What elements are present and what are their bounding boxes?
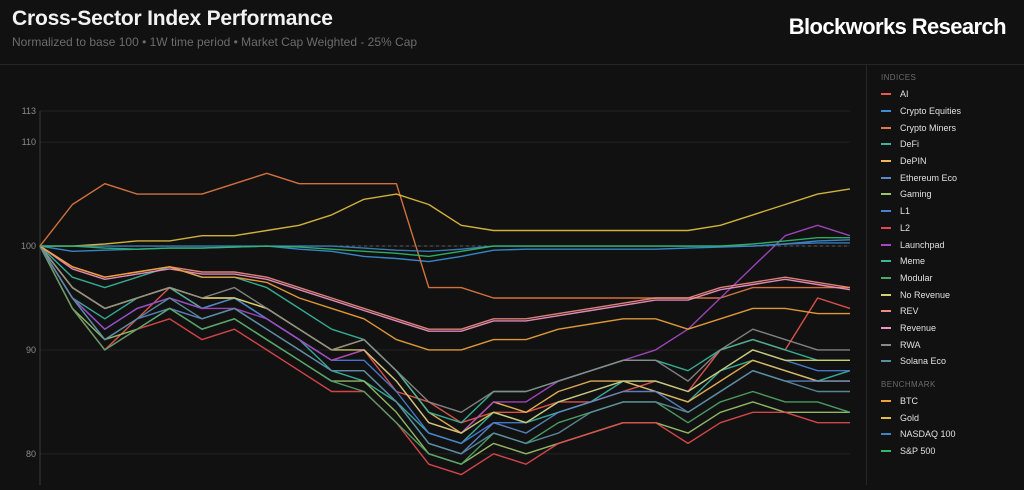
legend-label: Ethereum Eco	[900, 172, 958, 183]
legend-label: BTC	[900, 396, 918, 407]
legend-swatch	[881, 176, 891, 179]
page-subtitle: Normalized to base 100 • 1W time period …	[12, 35, 418, 49]
legend-label: Revenue	[900, 322, 937, 333]
legend-item-meme[interactable]: Meme	[881, 253, 1024, 270]
series-line-s-p-500	[40, 236, 850, 258]
legend-item-defi[interactable]: DeFi	[881, 136, 1024, 153]
legend-label: L2	[900, 222, 911, 233]
page-title: Cross-Sector Index Performance	[12, 7, 333, 30]
legend-panel: INDICES AI Crypto Equities Crypto Miners De…	[866, 65, 1024, 485]
y-tick-label-110: 110	[22, 137, 36, 147]
legend-item-l2[interactable]: L2	[881, 220, 1024, 237]
legend-label: Launchpad	[900, 239, 945, 250]
legend-label: DeFi	[900, 139, 920, 150]
legend-label: Solana Eco	[900, 356, 947, 367]
legend-label: Crypto Equities	[900, 106, 962, 117]
legend-swatch	[881, 160, 891, 163]
legend-swatch	[881, 276, 891, 279]
legend-swatch	[881, 93, 891, 96]
legend-swatch	[881, 193, 891, 196]
y-tick-label-113: 113	[22, 106, 36, 116]
legend-swatch	[881, 126, 891, 129]
legend-label: DePIN	[900, 156, 927, 167]
legend-label: NASDAQ 100	[900, 429, 956, 440]
legend-benchmark-heading: BENCHMARK	[881, 379, 936, 389]
series-line-gold	[40, 188, 851, 247]
legend-swatch	[881, 450, 891, 453]
legend-label: Modular	[900, 272, 933, 283]
legend-swatch	[881, 343, 891, 346]
legend-item-btc[interactable]: BTC	[881, 393, 1024, 410]
legend-swatch	[881, 360, 891, 363]
line-chart[interactable]: 80 90 100 110 113	[0, 65, 866, 485]
series-line-depin	[39, 245, 850, 434]
y-tick-label-80: 80	[26, 449, 36, 459]
brand-logo: Blockworks Research	[788, 14, 1007, 39]
legend-label: RWA	[900, 339, 921, 350]
series-line-modular	[39, 245, 851, 465]
series-line-no-revenue	[39, 245, 850, 434]
legend-swatch	[881, 310, 891, 313]
legend-indices-heading: INDICES	[881, 73, 917, 82]
series-line-ai	[39, 245, 851, 424]
legend-item-crypto-equities[interactable]: Crypto Equities	[881, 103, 1024, 120]
legend-swatch	[881, 293, 891, 296]
legend-item-modular[interactable]: Modular	[881, 270, 1024, 287]
series-line-btc	[39, 245, 850, 351]
legend-item-crypto-miners[interactable]: Crypto Miners	[881, 119, 1024, 136]
legend-item-gold[interactable]: Gold	[881, 409, 1024, 426]
legend-item-launchpad[interactable]: Launchpad	[881, 236, 1024, 253]
legend-label: AI	[900, 89, 909, 100]
legend-item-rev[interactable]: REV	[881, 303, 1024, 320]
legend-swatch	[881, 143, 891, 146]
legend-label: Gaming	[900, 189, 932, 200]
legend-swatch	[881, 226, 891, 229]
legend-swatch	[881, 400, 891, 403]
series-line-gaming	[39, 245, 850, 465]
legend-item-l1[interactable]: L1	[881, 203, 1024, 220]
legend-benchmark-list: BTC Gold NASDAQ 100 S&P 500	[867, 393, 1024, 460]
legend-item-ai[interactable]: AI	[881, 86, 1024, 103]
series-line-crypto-miners	[39, 172, 850, 299]
series-line-revenue	[39, 245, 851, 332]
legend-swatch	[881, 210, 891, 213]
legend-item-solana-eco[interactable]: Solana Eco	[881, 353, 1024, 370]
legend-item-revenue[interactable]: Revenue	[881, 320, 1024, 337]
y-tick-label-100: 100	[21, 241, 36, 251]
legend-swatch	[881, 243, 891, 246]
legend-item-depin[interactable]: DePIN	[881, 153, 1024, 170]
legend-label: Gold	[900, 412, 920, 423]
legend-item-s-p-500[interactable]: S&P 500	[881, 443, 1024, 460]
legend-item-no-revenue[interactable]: No Revenue	[881, 286, 1024, 303]
legend-item-ethereum-eco[interactable]: Ethereum Eco	[881, 169, 1024, 186]
series-line-l2	[39, 245, 850, 476]
legend-label: REV	[900, 306, 919, 317]
header: Cross-Sector Index Performance Normalize…	[0, 0, 1024, 65]
y-tick-label-90: 90	[26, 345, 36, 355]
legend-label: Meme	[900, 256, 926, 267]
series-line-solana-eco	[39, 245, 850, 455]
legend-swatch	[881, 260, 891, 263]
legend-swatch	[881, 433, 891, 436]
legend-item-rwa[interactable]: RWA	[881, 336, 1024, 353]
legend-swatch	[881, 326, 891, 329]
legend-swatch	[881, 416, 891, 419]
legend-item-gaming[interactable]: Gaming	[881, 186, 1024, 203]
legend-swatch	[881, 110, 891, 113]
legend-label: S&P 500	[900, 446, 936, 457]
series-line-meme	[39, 245, 850, 424]
series-line-rwa	[39, 245, 850, 413]
chart-area[interactable]: 80 90 100 110 113	[0, 65, 866, 485]
legend-label: L1	[900, 206, 911, 217]
legend-label: No Revenue	[900, 289, 951, 300]
series-line-rev	[39, 245, 851, 330]
legend-label: Crypto Miners	[900, 122, 957, 133]
legend-item-nasdaq-100[interactable]: NASDAQ 100	[881, 426, 1024, 443]
legend-indices-list: AI Crypto Equities Crypto Miners DeFi DePIN E…	[867, 86, 1024, 370]
